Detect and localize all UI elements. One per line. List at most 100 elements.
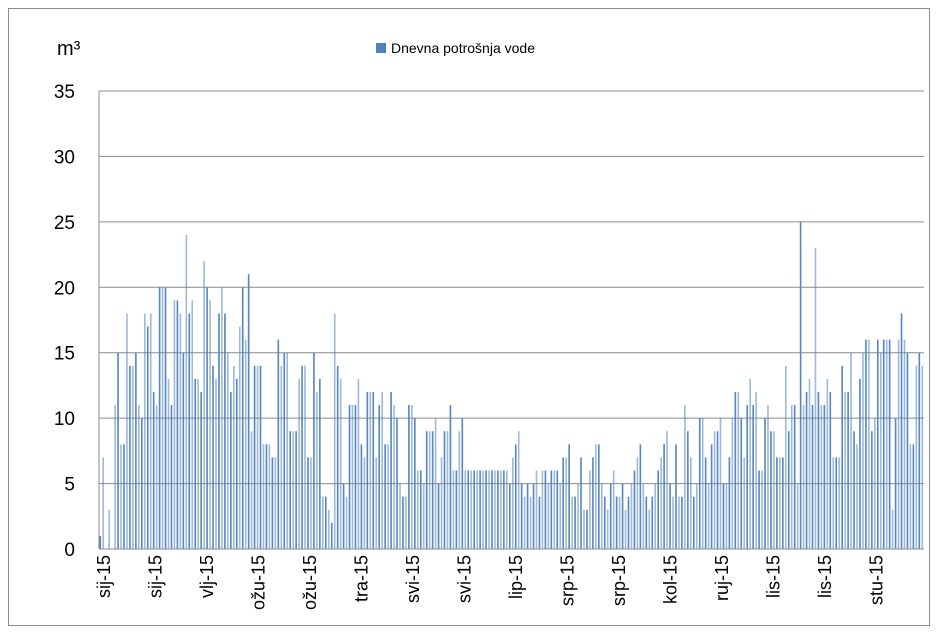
bar — [894, 418, 897, 549]
bar — [369, 391, 372, 549]
bar — [316, 391, 318, 549]
bar — [844, 391, 846, 549]
bar — [247, 274, 250, 549]
bar — [464, 470, 467, 549]
bar — [283, 352, 286, 549]
bar — [847, 391, 849, 549]
bar — [571, 496, 573, 549]
bar — [865, 339, 867, 549]
bar — [645, 496, 648, 549]
bar — [425, 431, 428, 549]
bar — [203, 261, 205, 549]
bar — [603, 496, 606, 549]
bar — [390, 391, 392, 549]
bar — [805, 391, 808, 549]
bar — [621, 483, 624, 549]
bar — [431, 431, 434, 549]
bar — [197, 378, 200, 549]
bar — [600, 483, 603, 549]
bars — [99, 221, 924, 550]
bar — [627, 496, 630, 549]
bar — [695, 483, 698, 549]
bar — [633, 470, 636, 549]
bar — [871, 431, 873, 549]
bar — [215, 378, 217, 549]
bar — [143, 313, 146, 549]
bar — [559, 483, 562, 549]
bar — [384, 444, 386, 549]
bar — [126, 313, 128, 549]
y-tick-label: 10 — [54, 409, 75, 430]
bar — [606, 509, 609, 549]
y-tick-label: 0 — [64, 540, 75, 561]
x-tick-label: tra-15 — [352, 555, 372, 602]
bar — [327, 509, 330, 549]
bar — [298, 378, 300, 549]
bar — [657, 470, 659, 549]
bar — [675, 444, 677, 549]
bar — [506, 470, 508, 549]
bar — [787, 431, 790, 549]
x-tick-label: svi-15 — [403, 555, 423, 603]
chart-frame: 0 5 10 15 20 25 30 35 sij-15 sij-15 vlj-15 ožu-15 o… — [8, 8, 930, 626]
bar — [879, 352, 882, 549]
bar — [550, 470, 553, 549]
bar — [538, 496, 541, 549]
x-tick-label: svi-15 — [455, 555, 475, 603]
bar — [405, 496, 407, 549]
bar — [669, 483, 671, 549]
bar — [212, 365, 214, 549]
bar — [330, 522, 333, 549]
x-tick-label: srp-15 — [609, 555, 629, 606]
bar — [224, 313, 226, 549]
bar — [158, 287, 161, 549]
bar — [876, 339, 879, 549]
y-tick-label: 30 — [54, 147, 75, 168]
bar — [375, 457, 378, 549]
bar — [440, 457, 443, 549]
bar — [366, 391, 369, 549]
bar — [416, 470, 419, 549]
bar — [859, 378, 861, 549]
bar — [897, 339, 900, 549]
bar — [271, 457, 274, 549]
bar — [799, 221, 802, 550]
bar — [173, 300, 176, 549]
bar — [117, 352, 119, 549]
bar — [310, 457, 312, 549]
bar — [755, 391, 757, 549]
bar — [909, 444, 912, 549]
bar — [155, 405, 158, 549]
bar — [437, 483, 440, 549]
bar — [292, 431, 294, 549]
y-tick-label: 25 — [54, 213, 75, 234]
bar — [598, 444, 600, 549]
bar — [218, 313, 220, 549]
bar — [348, 405, 351, 549]
bar — [642, 483, 645, 549]
bar — [191, 300, 194, 549]
bar — [351, 405, 354, 549]
bar — [333, 313, 336, 549]
bar — [307, 457, 309, 549]
bar — [265, 444, 268, 549]
bar — [443, 431, 446, 549]
bar — [511, 457, 514, 549]
bar — [820, 405, 823, 549]
bar — [666, 431, 668, 549]
bar — [188, 313, 191, 549]
bar — [639, 444, 642, 549]
bar — [194, 378, 197, 549]
bar — [514, 444, 517, 549]
bar — [790, 405, 793, 549]
bar — [295, 431, 297, 549]
y-tick-label: 35 — [54, 82, 75, 103]
bar — [722, 483, 725, 549]
bar — [114, 405, 116, 549]
bar — [749, 378, 751, 549]
bar — [378, 405, 381, 549]
bar — [253, 365, 256, 549]
bar — [387, 444, 389, 549]
bar — [586, 509, 588, 549]
bar — [532, 483, 535, 549]
